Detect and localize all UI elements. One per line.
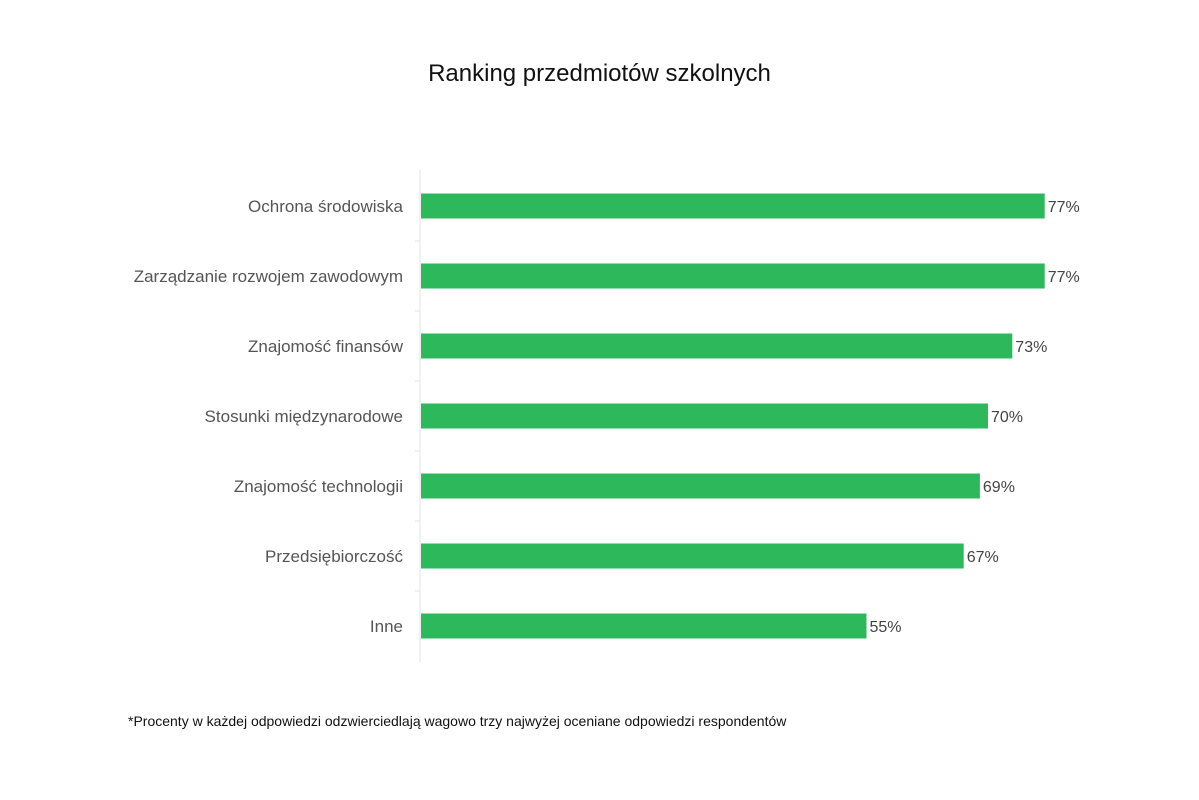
value-label: 70% <box>991 409 1023 426</box>
value-label: 77% <box>1048 269 1080 286</box>
bar <box>421 473 980 499</box>
category-label: Zarządzanie rozwojem zawodowym <box>134 267 403 286</box>
value-label: 69% <box>983 479 1015 496</box>
chart-title: Ranking przedmiotów szkolnych <box>428 60 771 87</box>
value-label: 77% <box>1048 199 1080 216</box>
bar <box>421 543 964 569</box>
category-label: Znajomość finansów <box>248 337 404 356</box>
bar <box>421 613 867 639</box>
category-label: Stosunki międzynarodowe <box>205 407 403 426</box>
category-label: Przedsiębiorczość <box>265 547 403 566</box>
bar <box>421 193 1045 219</box>
value-label: 67% <box>967 549 999 566</box>
value-label: 73% <box>1015 339 1047 356</box>
bar <box>421 263 1045 289</box>
bar <box>421 333 1013 359</box>
value-label: 55% <box>870 619 902 636</box>
footnote: *Procenty w każdej odpowiedzi odzwiercie… <box>128 713 787 729</box>
category-label: Znajomość technologii <box>234 477 403 496</box>
bar <box>421 403 988 429</box>
category-label: Inne <box>370 617 403 636</box>
category-label: Ochrona środowiska <box>248 197 404 216</box>
